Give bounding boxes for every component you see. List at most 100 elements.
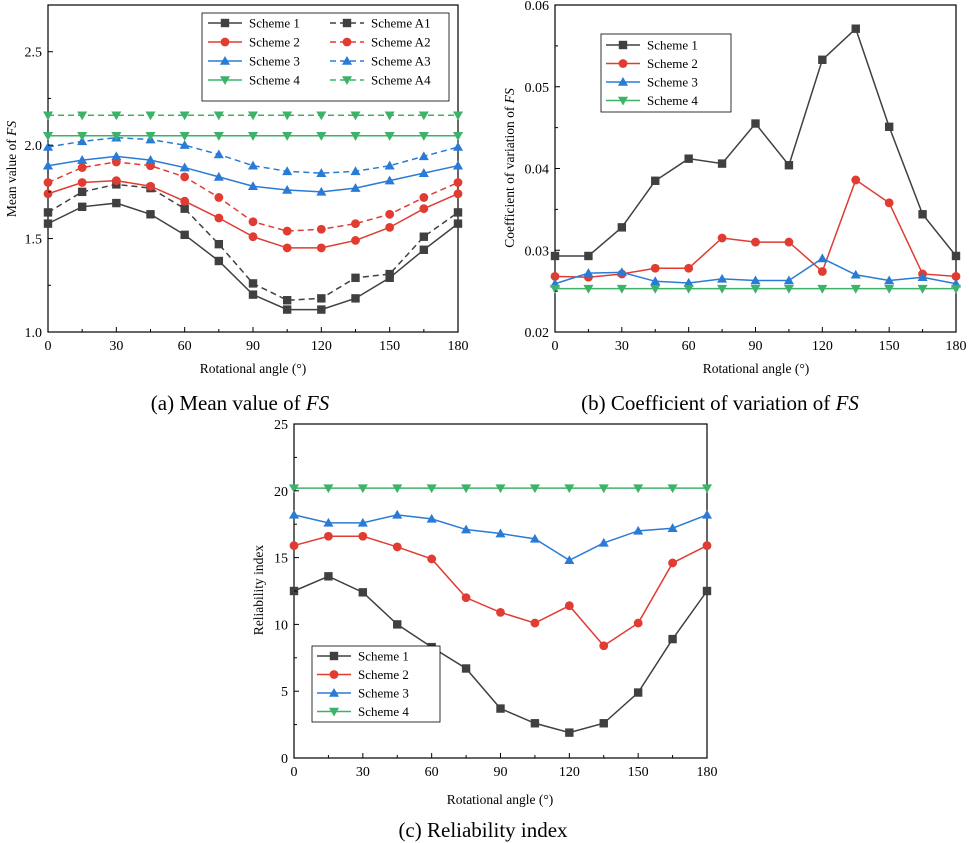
panel-b-series-scheme-1-point — [818, 55, 827, 64]
panel-b-series-scheme-1-point — [717, 159, 727, 168]
panel-b-series-scheme-2-point — [650, 263, 660, 273]
panel-b-series-scheme-1-point — [884, 122, 894, 132]
panel-a-series-scheme-2-point — [214, 213, 224, 223]
panel-b-series-scheme-1-point — [751, 119, 760, 128]
panel-c-series-scheme-2-point — [530, 618, 540, 628]
panel-a-series-scheme-a4-point — [111, 111, 122, 121]
panel-c-x-tick-label: 90 — [494, 765, 508, 780]
panel-a-series-scheme-4-point — [452, 132, 464, 141]
panel-c-series-scheme-1-point — [358, 588, 368, 597]
panel-a-series-scheme-a1-point — [351, 273, 360, 283]
panel-c-series-scheme-2-point — [324, 531, 333, 541]
panel-c-series-scheme-4-point — [529, 484, 540, 494]
panel-c-legend-marker — [328, 707, 340, 717]
panel-a-series-scheme-a4-point — [316, 111, 327, 121]
panel-b-plot-area — [549, 4, 962, 333]
panel-a-legend-label: Scheme A1 — [371, 16, 431, 31]
panel-b-series-scheme-1-point — [951, 251, 961, 261]
panel-c-caption: (c) Reliability index — [398, 818, 568, 842]
panel-c-series-scheme-2 — [289, 531, 712, 651]
panel-a-series-scheme-4-point — [384, 132, 395, 141]
panel-c-y-tick-label: 20 — [274, 485, 288, 500]
panel-a-series-scheme-3-point — [77, 155, 88, 164]
panel-b-series-scheme-4-point — [750, 284, 761, 294]
panel-a-series-scheme-2-point — [43, 189, 53, 199]
panel-b-series-scheme-2 — [550, 175, 961, 282]
panel-b-series-scheme-4-point — [850, 284, 861, 294]
panel-b-series-scheme-3-point — [750, 275, 761, 285]
panel-a-series-scheme-2-point — [248, 232, 258, 242]
panel-a-series-scheme-a4-point — [247, 111, 259, 121]
panel-a-legend-entry: Scheme 1 — [208, 16, 300, 31]
panel-b-y-axis-label: Coefficient of variation of FS — [502, 88, 517, 248]
panel-c-legend: Scheme 1 Scheme 2 Scheme 3 Scheme 4 — [311, 645, 441, 723]
panel-a-legend-entry: Scheme A1 — [330, 16, 431, 31]
panel-b-y-tick-label: 0.03 — [525, 244, 550, 259]
panel-c-legend-entry: Scheme 1 — [317, 649, 409, 664]
panel-a-series-scheme-4-point — [247, 132, 259, 141]
panel-a-series-scheme-a3-point — [350, 166, 361, 176]
panel-a-series-scheme-a2-point — [282, 226, 292, 236]
panel-b-series-scheme-1-point — [851, 24, 860, 33]
panel-a-y-tick-label: 2.5 — [25, 46, 43, 61]
panel-a-legend-marker — [220, 37, 230, 47]
panel-c-ticks: 0 30 60 90 120 150 180 0 5 10 15 20 25 — [274, 418, 718, 780]
panel-b-x-tick-label: 60 — [682, 339, 696, 354]
panel-b-series-scheme-4-point — [783, 284, 794, 294]
panel-b-legend-marker — [617, 96, 629, 106]
panel-a-legend-entry: Scheme 3 — [208, 54, 300, 69]
panel-c-series-scheme-4-point — [288, 484, 300, 494]
panel-c-series-scheme-2-point — [392, 542, 402, 552]
panel-a-x-tick-label: 150 — [379, 339, 400, 354]
panel-a-series-scheme-a4-point — [77, 111, 88, 121]
panel-c-legend-label: Scheme 2 — [358, 667, 409, 682]
panel-b-x-tick-label: 180 — [946, 339, 967, 354]
panel-c-series-scheme-3-point — [357, 517, 368, 527]
panel-c-legend-entry: Scheme 2 — [317, 667, 409, 682]
panel-a-series-scheme-a2-point — [316, 224, 326, 234]
panel-a-series-scheme-1-point — [248, 290, 258, 299]
panel-a-series-scheme-a1-point — [385, 269, 394, 279]
panel-a-series-scheme-1 — [43, 198, 463, 314]
panel-b-series-scheme-2-point — [951, 272, 961, 281]
panel-b-legend-label: Scheme 3 — [647, 75, 698, 90]
panel-b-y-tick-label: 0.06 — [525, 0, 550, 14]
panel-b-series-scheme-1-point — [918, 210, 927, 219]
panel-a-series-scheme-2-point — [316, 243, 326, 253]
panel-a-series-scheme-a2-point — [419, 193, 429, 202]
panel-b-legend-label: Scheme 2 — [647, 56, 698, 71]
panel-c-series-scheme-1-point — [633, 688, 643, 697]
panel-b-x-tick-label: 0 — [552, 339, 559, 354]
panel-b-legend-entry: Scheme 2 — [606, 56, 698, 71]
panel-b-series-scheme-3-point — [850, 269, 861, 279]
panel-c-x-axis-label: Rotational angle (°) — [447, 792, 554, 807]
panel-a-series-scheme-2-point — [385, 222, 395, 232]
panel-a-series-scheme-3-point — [145, 155, 156, 164]
panel-c-series-scheme-2-point — [461, 593, 471, 603]
panel-b-caption: (b) Coefficient of variation of FS — [581, 391, 859, 415]
panel-a-series-scheme-a4-point — [350, 111, 361, 121]
panel-a-legend-label: Scheme A2 — [371, 35, 431, 50]
panel-a-series-scheme-a3-point — [282, 166, 293, 176]
panel-b-series-scheme-1-point — [784, 161, 794, 170]
panel-b-legend-label: Scheme 1 — [647, 38, 698, 53]
panel-a-series-scheme-a4-point — [452, 111, 464, 121]
panel-c-series-scheme-4 — [288, 484, 713, 494]
panel-a-legend-entry: Scheme A4 — [330, 73, 431, 88]
panel-a-series-scheme-a1-point — [282, 296, 292, 305]
panel-a-ticks: 0 30 60 90 120 150 180 1.0 1.5 2.0 2.5 — [25, 46, 469, 354]
panel-c-x-tick-label: 30 — [356, 765, 370, 780]
panel-b-series-scheme-4-point — [616, 284, 627, 294]
panel-a-series-scheme-a1-point — [248, 279, 258, 288]
panel-a-series-scheme-1-point — [180, 230, 189, 240]
panel-c-series-scheme-3-point — [288, 509, 300, 519]
panel-c-series-scheme-1-point — [530, 719, 540, 728]
panel-c-series-scheme-2-point — [427, 554, 437, 564]
panel-a-series-scheme-a4-point — [179, 111, 190, 121]
panel-a-series-scheme-4-point — [145, 132, 156, 141]
panel-b-series-scheme-4-point — [884, 284, 895, 294]
panel-a-series-scheme-3-point — [384, 175, 395, 185]
panel-a-series-scheme-3-point — [111, 151, 122, 161]
panel-b-series-scheme-1-point — [617, 223, 627, 232]
panel-c-series-scheme-3-point — [633, 525, 644, 535]
